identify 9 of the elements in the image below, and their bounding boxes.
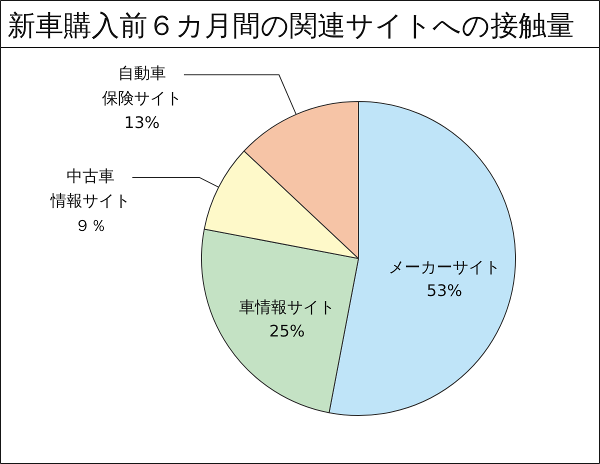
data-label: 25% xyxy=(269,321,305,340)
slice-label: 中古車情報サイト xyxy=(49,166,130,210)
slice-label: 車情報サイト xyxy=(239,298,336,317)
slice-label: 自動車保険サイト xyxy=(102,64,182,108)
data-label: 53% xyxy=(426,281,462,300)
chart-title: 新車購入前６カ月間の関連サイトへの接触量 xyxy=(8,9,574,42)
data-label: ９％ xyxy=(74,216,106,235)
data-label: 13% xyxy=(124,113,160,132)
slice-label: メーカーサイト xyxy=(388,257,500,276)
